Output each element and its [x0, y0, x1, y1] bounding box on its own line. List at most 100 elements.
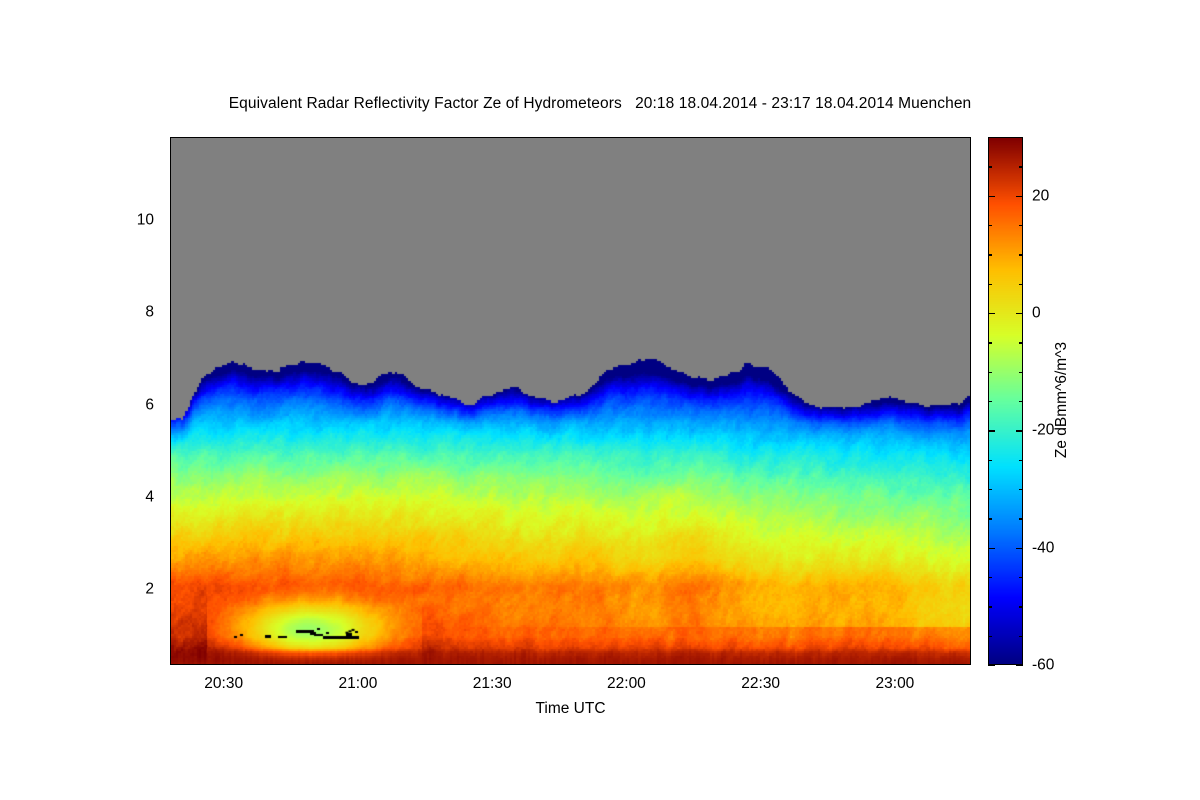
x-tick-minor [735, 137, 736, 138]
x-tick-minor [842, 137, 843, 138]
y-tick [970, 221, 971, 222]
x-tick [359, 664, 360, 665]
y-tick-minor [170, 267, 171, 268]
x-tick-minor [815, 664, 816, 665]
x-tick-minor [681, 137, 682, 138]
colorbar-tick [1016, 547, 1023, 549]
colorbar-tick-minor [1019, 401, 1023, 403]
x-tick [762, 137, 763, 138]
y-tick [970, 406, 971, 407]
colorbar-tick-minor [988, 283, 992, 285]
page-title: Equivalent Radar Reflectivity Factor Ze … [228, 95, 972, 112]
y-tick-minor [970, 244, 971, 245]
x-tick [225, 664, 226, 665]
colorbar-tick-label: -40 [1032, 538, 1055, 556]
y-tick-minor [170, 452, 171, 453]
x-tick-minor [466, 137, 467, 138]
colorbar-tick-minor [988, 459, 992, 461]
y-tick-minor [970, 567, 971, 568]
x-tick-label: 21:00 [338, 675, 378, 692]
colorbar-tick-minor [988, 401, 992, 403]
y-tick-minor [170, 521, 171, 522]
x-tick-minor [332, 664, 333, 665]
y-tick-minor [970, 544, 971, 545]
x-tick-minor [842, 664, 843, 665]
x-tick [627, 664, 628, 665]
y-tick-minor [170, 175, 171, 176]
colorbar-tick-minor [988, 342, 992, 344]
x-axis-title: Time UTC [535, 700, 606, 717]
colorbar-tick [988, 313, 995, 315]
y-tick-minor [170, 336, 171, 337]
x-tick [762, 664, 763, 665]
colorbar-tick-minor [1019, 283, 1023, 285]
x-tick-minor [789, 137, 790, 138]
colorbar-tick-minor [988, 371, 992, 373]
x-tick-minor [413, 664, 414, 665]
x-tick-minor [654, 137, 655, 138]
x-tick [493, 664, 494, 665]
x-tick-minor [654, 664, 655, 665]
y-tick-minor [170, 290, 171, 291]
x-tick [225, 137, 226, 138]
colorbar-tick-label: -60 [1032, 656, 1055, 674]
x-tick-label: 20:30 [204, 675, 244, 692]
y-tick-minor [170, 567, 171, 568]
y-tick [970, 590, 971, 591]
colorbar-tick-minor [1019, 342, 1023, 344]
y-tick-minor [970, 290, 971, 291]
colorbar-tick-minor [988, 635, 992, 637]
y-tick-label: 2 [145, 580, 154, 598]
colorbar-tick-label: -20 [1032, 421, 1055, 439]
y-tick-minor [170, 244, 171, 245]
x-tick-minor [386, 137, 387, 138]
y-tick-minor [170, 613, 171, 614]
y-tick-minor [970, 613, 971, 614]
colorbar-tick-minor [1019, 225, 1023, 227]
x-tick-minor [386, 664, 387, 665]
x-tick-minor [520, 664, 521, 665]
y-tick-minor [170, 429, 171, 430]
colorbar-tick-minor [1019, 371, 1023, 373]
colorbar-tick-minor [1019, 166, 1023, 168]
x-tick-minor [708, 664, 709, 665]
y-tick-label: 8 [145, 303, 154, 321]
colorbar-tick-minor [988, 606, 992, 608]
colorbar-tick-minor [1019, 459, 1023, 461]
x-tick-minor [252, 137, 253, 138]
y-tick [970, 313, 971, 314]
x-tick-minor [574, 664, 575, 665]
y-tick [170, 590, 171, 591]
x-tick-minor [305, 137, 306, 138]
colorbar-tick [1016, 313, 1023, 315]
y-tick-minor [170, 544, 171, 545]
x-tick-label: 22:30 [741, 675, 781, 692]
colorbar-tick-minor [1019, 518, 1023, 520]
y-tick-minor [970, 475, 971, 476]
x-tick-minor [869, 664, 870, 665]
x-tick-minor [574, 137, 575, 138]
y-tick-minor [970, 360, 971, 361]
x-tick [896, 137, 897, 138]
x-tick-minor [681, 664, 682, 665]
colorbar-tick [988, 547, 995, 549]
y-tick-minor [970, 521, 971, 522]
y-tick-minor [170, 360, 171, 361]
y-tick-label: 10 [136, 211, 154, 229]
colorbar-tick [1016, 195, 1023, 197]
y-tick-minor [970, 336, 971, 337]
x-tick-label: 23:00 [875, 675, 915, 692]
colorbar-tick [1016, 665, 1023, 667]
x-tick-minor [198, 137, 199, 138]
y-tick-minor [170, 383, 171, 384]
x-tick-minor [305, 664, 306, 665]
x-tick-minor [601, 137, 602, 138]
colorbar-tick-minor [988, 254, 992, 256]
colorbar-tick [988, 195, 995, 197]
x-tick-minor [789, 664, 790, 665]
y-tick-minor [970, 636, 971, 637]
colorbar: 20 0 -20 -40 -60 [988, 137, 1054, 672]
x-tick-minor [708, 137, 709, 138]
colorbar-tick-minor [988, 166, 992, 168]
